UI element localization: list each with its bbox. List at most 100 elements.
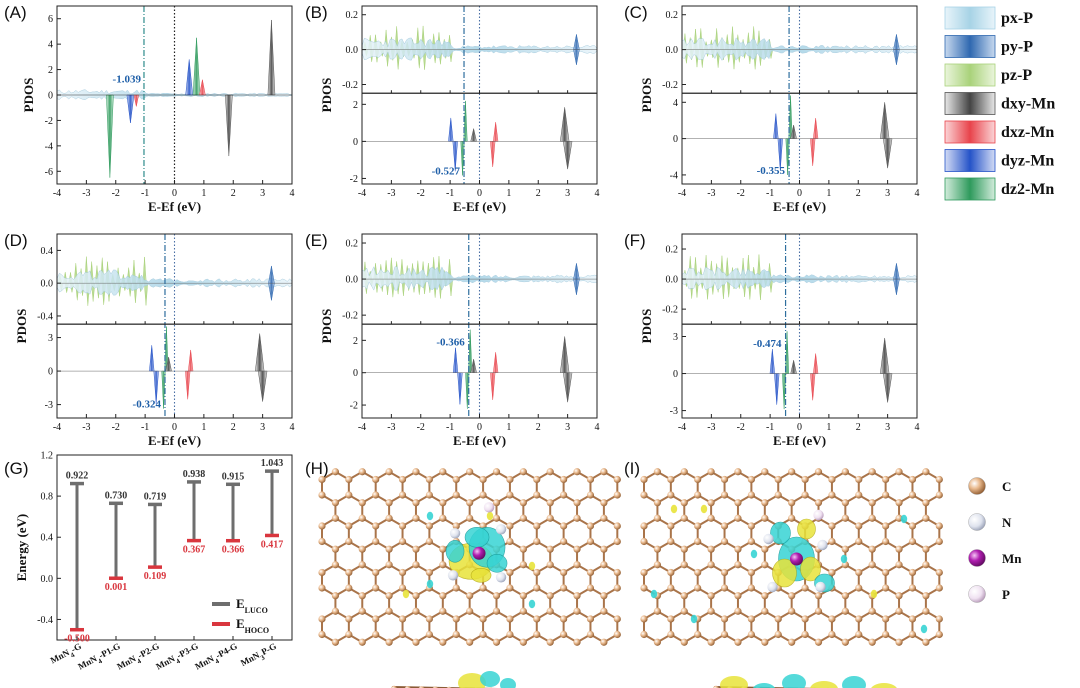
cyan-lobe <box>445 539 465 563</box>
x-tick-label: -2 <box>737 188 745 199</box>
carbon-atom <box>720 522 729 530</box>
carbon-atom <box>479 584 487 592</box>
x-tick-label: -4 <box>678 188 686 199</box>
carbon-atom <box>747 475 755 484</box>
y-tick-label: -0.2 <box>662 305 678 316</box>
carbon-atom <box>613 584 621 592</box>
pdos-dxz-peak <box>493 122 499 142</box>
y-tick-label: -0.4 <box>37 311 53 322</box>
carbon-atom <box>828 615 836 623</box>
y-tick-label: 4 <box>48 40 53 51</box>
carbon-atom <box>318 537 326 546</box>
carbon-atom <box>560 568 568 577</box>
atom-legend-entry: Mn <box>968 549 1022 567</box>
cyan-lobe <box>842 676 866 688</box>
carbon-atom <box>801 584 809 592</box>
pdos-dxy-peak <box>790 360 797 374</box>
carbon-atom <box>385 468 393 476</box>
y-tick-label: -2 <box>350 174 358 185</box>
carbon-atom <box>573 468 581 476</box>
carbon-atom <box>573 607 581 615</box>
carbon-atom <box>774 491 782 499</box>
carbon-atom <box>613 630 621 639</box>
cyan-lobe <box>486 553 508 573</box>
carbon-atom <box>613 568 621 577</box>
y-tick-label: -0.2 <box>342 311 358 322</box>
x-tick-label: -3 <box>387 188 395 199</box>
carbon-atom <box>680 638 688 646</box>
carbon-atom <box>492 638 501 646</box>
carbon-atom <box>358 499 366 507</box>
x-tick-label: -4 <box>358 422 366 433</box>
panel-h-i-structures: C N Mn P <box>318 468 1022 688</box>
carbon-atom <box>372 475 380 484</box>
carbon-atom <box>855 491 863 499</box>
carbon-atom <box>372 537 380 546</box>
category-label: MnN4-P4-G <box>193 641 241 675</box>
carbon-atom <box>586 491 595 499</box>
pdos-panel-b: -0.527 -4 -3 -2 -1 0 1 2 3 4 -0.2 0.0 0.2 -2 0 2 E-Ef (e… <box>319 5 600 214</box>
carbon-atom <box>318 584 326 592</box>
carbon-atom <box>667 491 675 499</box>
legend-swatch <box>944 177 996 201</box>
y-tick-label: -4 <box>670 170 678 181</box>
carbon-atom <box>720 568 729 577</box>
carbon-atom <box>734 499 742 507</box>
panel-h-structure <box>318 468 621 688</box>
y-tick-label: 0.0 <box>41 574 54 585</box>
cyan-lobe <box>500 678 516 688</box>
carbon-atom <box>412 561 420 569</box>
cyan-lobe <box>690 614 698 624</box>
carbon-atom <box>747 568 755 577</box>
x-axis-label: E-Ef (eV) <box>453 433 506 448</box>
carbon-atom <box>425 568 433 577</box>
carbon-atom <box>814 607 823 615</box>
carbon-atom <box>385 499 393 507</box>
carbon-atom <box>720 475 729 484</box>
carbon-atom <box>922 514 930 522</box>
panel-label-a: (A) <box>4 3 27 22</box>
carbon-atom <box>519 514 527 522</box>
panel-label-c: (C) <box>624 3 648 22</box>
carbon-atom <box>573 592 581 600</box>
pdos-py-peak <box>893 263 900 280</box>
carbon-atom <box>412 514 420 522</box>
carbon-atom <box>935 522 943 530</box>
carbon-atom <box>694 522 702 530</box>
band-center-label: -0.355 <box>757 165 786 177</box>
pdos-py-peak <box>268 282 275 301</box>
pdos-dyz-peak <box>457 372 463 405</box>
carbon-atom <box>331 607 340 615</box>
carbon-atom <box>640 630 648 639</box>
orbital-legend: px-P py-P pz-P dxy-Mn dxz-Mn dyz-Mn dz2-Mn <box>944 6 1055 201</box>
carbon-atom <box>372 584 380 592</box>
carbon-atom <box>358 638 366 646</box>
pdos-dxz-peak <box>188 349 194 372</box>
side-carbon-atom <box>390 685 398 688</box>
pdos-panels: (A) (B) (C)(D) (E) (F)(G) (H) (I)-1.039-4 -3 -2-… <box>4 3 920 478</box>
nitrogen-atom <box>495 524 507 535</box>
y-tick-label: 0.2 <box>346 10 359 21</box>
atom-legend-swatch <box>968 585 986 603</box>
carbon-atom <box>908 475 917 484</box>
x-tick-label: -4 <box>53 422 61 433</box>
phosphorus-atom <box>813 509 824 521</box>
carbon-atom <box>774 615 782 623</box>
carbon-atom <box>546 514 554 522</box>
y-tick-label: 0 <box>673 369 678 380</box>
carbon-atom <box>600 499 608 507</box>
cyan-lobe <box>426 579 434 589</box>
carbon-atom <box>774 475 782 484</box>
pdos-py-peak <box>573 34 580 50</box>
category-label: MnN4-P2-G <box>115 641 163 675</box>
y-axis-label: Energy (eV) <box>14 514 29 582</box>
legend-entry: py-P <box>944 35 1033 58</box>
carbon-atom <box>452 630 460 639</box>
carbon-atom <box>908 491 917 499</box>
lattice-atoms <box>318 468 621 646</box>
carbon-atom <box>734 561 742 569</box>
carbon-atom <box>841 514 849 522</box>
panel-label-d: (D) <box>4 231 28 250</box>
